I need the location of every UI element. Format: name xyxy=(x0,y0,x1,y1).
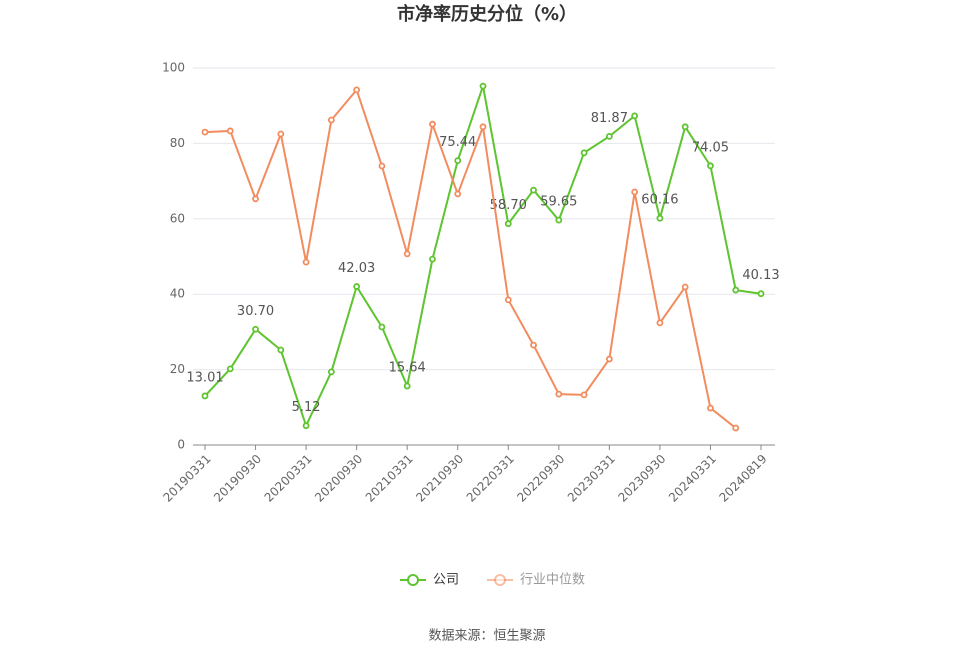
source-note: 数据来源：恒生聚源 xyxy=(428,629,545,644)
data-label: 75.44 xyxy=(439,135,476,150)
x-tick-label: 20190331 xyxy=(161,452,214,505)
data-point xyxy=(681,283,689,291)
data-point xyxy=(656,319,664,327)
y-tick-label: 0 xyxy=(177,438,185,452)
data-label: 42.03 xyxy=(338,261,375,276)
data-label: 15.64 xyxy=(389,361,426,376)
data-label: 81.87 xyxy=(591,111,628,126)
data-point xyxy=(403,382,411,390)
data-point xyxy=(555,390,563,398)
data-point xyxy=(252,325,259,333)
data-point xyxy=(555,216,563,224)
x-tick-label: 20220930 xyxy=(514,452,567,505)
data-point xyxy=(454,157,462,164)
data-label: 74.05 xyxy=(692,140,729,155)
data-point xyxy=(302,258,310,266)
data-point xyxy=(226,127,234,135)
data-point xyxy=(580,391,588,399)
y-tick-label: 60 xyxy=(170,211,185,225)
data-label: 59.65 xyxy=(540,195,577,210)
data-point xyxy=(277,346,285,354)
legend-label: 公司 xyxy=(433,573,459,588)
series-line xyxy=(204,87,737,429)
data-point xyxy=(504,220,512,228)
data-point xyxy=(353,283,361,290)
x-tick-label: 20230331 xyxy=(565,452,618,505)
data-point xyxy=(656,214,664,222)
data-point xyxy=(403,250,411,258)
legend-marker xyxy=(494,574,507,586)
data-point xyxy=(605,355,613,363)
data-point xyxy=(226,365,234,373)
data-point xyxy=(580,149,588,157)
data-label: 30.70 xyxy=(237,304,274,319)
data-label: 5.12 xyxy=(292,400,321,415)
data-point xyxy=(252,195,259,203)
data-label: 58.70 xyxy=(490,198,527,213)
data-label: 13.01 xyxy=(186,370,223,385)
x-tick-label: 20200930 xyxy=(312,452,365,505)
data-point xyxy=(707,404,714,412)
data-point xyxy=(631,112,639,120)
data-point xyxy=(530,341,537,349)
x-tick-label: 20210930 xyxy=(413,452,466,505)
data-label: 60.16 xyxy=(641,193,678,208)
data-label: 40.13 xyxy=(742,268,779,283)
data-point xyxy=(707,162,714,170)
data-point xyxy=(201,128,209,136)
x-tick-label: 20220331 xyxy=(464,452,517,505)
x-tick-label: 20240819 xyxy=(717,452,770,505)
y-tick-label: 20 xyxy=(170,362,185,376)
data-point xyxy=(530,186,537,194)
data-point xyxy=(327,116,335,124)
x-tick-label: 20240331 xyxy=(666,452,719,505)
data-point xyxy=(631,188,639,196)
data-point xyxy=(429,255,436,263)
data-point xyxy=(732,286,740,294)
data-point xyxy=(479,123,487,131)
data-point xyxy=(353,86,361,94)
y-tick-label: 40 xyxy=(170,287,185,301)
data-point xyxy=(429,120,436,128)
x-tick-label: 20210331 xyxy=(363,452,416,505)
data-point xyxy=(454,190,462,198)
data-point xyxy=(479,82,487,90)
legend-label: 行业中位数 xyxy=(520,573,585,588)
data-point xyxy=(277,130,285,138)
chart-title: 市净率历史分位（%） xyxy=(397,3,577,25)
data-point xyxy=(732,424,740,432)
data-point xyxy=(681,123,689,131)
data-point xyxy=(302,422,310,430)
x-tick-label: 20200331 xyxy=(262,452,315,505)
data-point xyxy=(757,290,765,298)
data-point xyxy=(327,368,335,376)
data-point xyxy=(201,392,209,400)
x-tick-label: 20190930 xyxy=(211,452,264,505)
y-tick-label: 80 xyxy=(170,136,185,150)
legend-marker xyxy=(407,574,419,586)
data-point xyxy=(378,323,386,331)
series-line xyxy=(204,82,762,429)
data-point xyxy=(378,162,386,170)
y-tick-label: 100 xyxy=(162,61,185,75)
x-tick-label: 20230930 xyxy=(615,452,668,505)
data-point xyxy=(605,132,613,140)
data-point xyxy=(504,296,512,304)
